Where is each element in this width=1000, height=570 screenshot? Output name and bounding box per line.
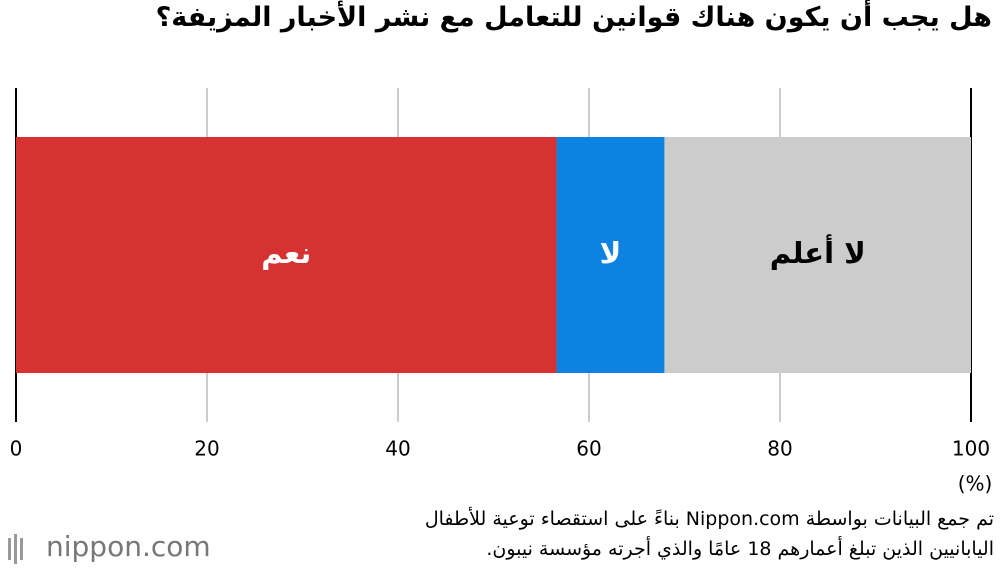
segment-label: لا — [600, 236, 622, 270]
footnote: تم جمع البيانات بواسطة Nippon.com بناءً … — [424, 508, 994, 530]
x-tick-label: 0 — [10, 437, 23, 461]
unit-label: (%) — [958, 472, 993, 496]
bar-segment — [16, 137, 557, 373]
x-tick-label: 100 — [952, 437, 990, 461]
logo-icon — [8, 534, 23, 564]
x-tick-label: 20 — [194, 437, 219, 461]
bar-segment — [556, 137, 665, 373]
footnote: اليابانيين الذين تبلغ أعمارهم 18 عامًا و… — [486, 538, 994, 560]
chart-title: هل يجب أن يكون هناك قوانين للتعامل مع نش… — [155, 2, 992, 33]
segment-label: نعم — [261, 236, 311, 270]
x-tick-label: 60 — [576, 437, 601, 461]
x-tick-label: 80 — [767, 437, 792, 461]
bar-segment — [664, 137, 971, 373]
logo: nippon.com — [46, 530, 211, 563]
segment-label: لا أعلم — [770, 234, 866, 270]
x-tick-label: 40 — [385, 437, 410, 461]
